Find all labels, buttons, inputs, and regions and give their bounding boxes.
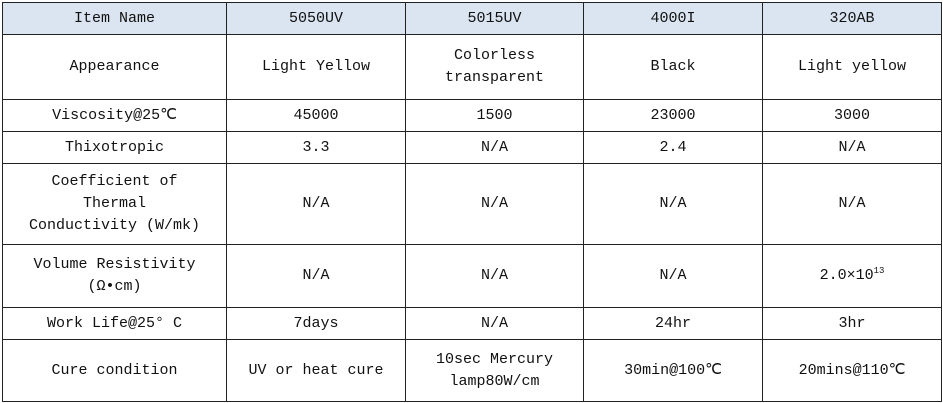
cell: N/A [226, 163, 406, 245]
table-row: Cure condition UV or heat cure 10sec Mercu… [2, 339, 942, 402]
cell-exponent: 13 [873, 266, 885, 276]
row-label: Cure condition [2, 339, 227, 402]
cell: N/A [405, 131, 584, 164]
cell: 23000 [583, 99, 763, 132]
table-row: Appearance Light Yellow Colorless transpar… [2, 34, 942, 100]
cell: N/A [405, 163, 584, 245]
cell: N/A [405, 307, 584, 340]
cell: N/A [762, 131, 942, 164]
table-row: Viscosity@25℃ 45000 1500 23000 3000 [2, 99, 942, 132]
cell: 10sec Mercury lamp80W/cm [405, 339, 584, 402]
cell: Black [583, 34, 763, 100]
cell: Colorless transparent [405, 34, 584, 100]
cell: 2.0×1013 [762, 244, 942, 308]
cell: UV or heat cure [226, 339, 406, 402]
cell: 3.3 [226, 131, 406, 164]
header-cell: 5050UV [226, 2, 406, 35]
header-cell: 4000I [583, 2, 763, 35]
cell: Light yellow [762, 34, 942, 100]
cell: N/A [405, 244, 584, 308]
cell: Light Yellow [226, 34, 406, 100]
table-row: Thixotropic 3.3 N/A 2.4 N/A [2, 131, 942, 164]
cell: 1500 [405, 99, 584, 132]
table-row: Coefficient of Thermal Conductivity (W/m… [2, 163, 942, 245]
cell: 45000 [226, 99, 406, 132]
cell: N/A [583, 163, 763, 245]
cell: 2.4 [583, 131, 763, 164]
cell: 24hr [583, 307, 763, 340]
cell: N/A [762, 163, 942, 245]
row-label: Thixotropic [2, 131, 227, 164]
cell-base: 2.0×10 [819, 267, 874, 284]
cell: 3000 [762, 99, 942, 132]
row-label: Coefficient of Thermal Conductivity (W/m… [2, 163, 227, 245]
cell: N/A [583, 244, 763, 308]
cell: 7days [226, 307, 406, 340]
cell: N/A [226, 244, 406, 308]
row-label: Appearance [2, 34, 227, 100]
row-label: Volume Resistivity (Ω•cm) [2, 244, 227, 308]
cell: 3hr [762, 307, 942, 340]
header-cell: 5015UV [405, 2, 584, 35]
header-cell: Item Name [2, 2, 227, 35]
cell: 30min@100℃ [583, 339, 763, 402]
row-label: Work Life@25° C [2, 307, 227, 340]
header-row: Item Name 5050UV 5015UV 4000I 320AB [2, 2, 942, 35]
cell: 20mins@110℃ [762, 339, 942, 402]
table-row: Work Life@25° C 7days N/A 24hr 3hr [2, 307, 942, 340]
header-cell: 320AB [762, 2, 942, 35]
row-label: Viscosity@25℃ [2, 99, 227, 132]
table-row: Volume Resistivity (Ω•cm) N/A N/A N/A 2.0×10… [2, 244, 942, 308]
